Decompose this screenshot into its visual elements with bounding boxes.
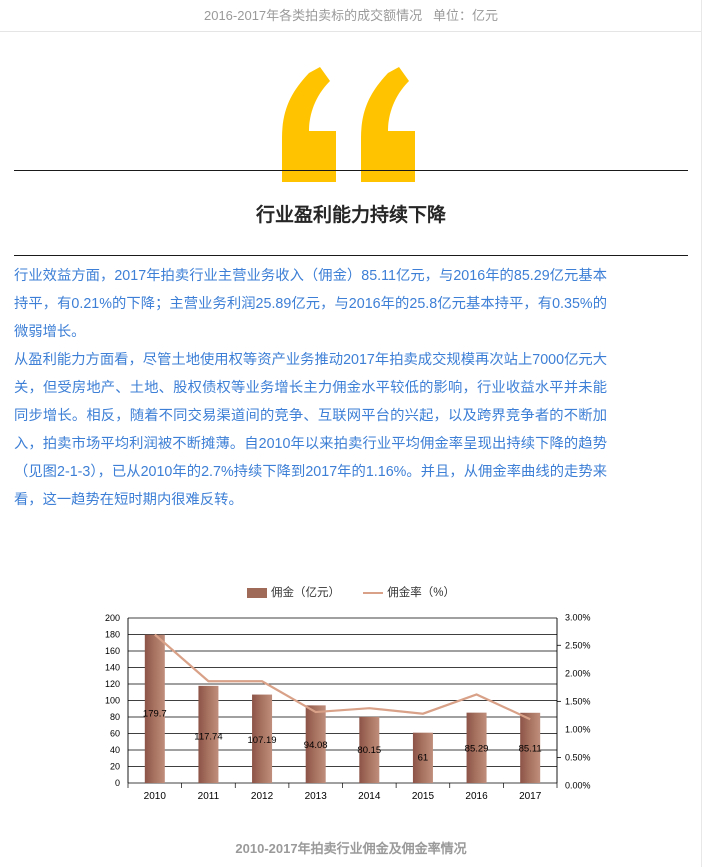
svg-text:2010: 2010 [144, 791, 167, 802]
svg-text:2011: 2011 [198, 791, 220, 802]
svg-text:85.29: 85.29 [465, 743, 489, 754]
svg-text:0: 0 [115, 778, 120, 788]
svg-text:140: 140 [105, 663, 120, 673]
svg-text:2013: 2013 [305, 791, 328, 802]
svg-text:117.74: 117.74 [194, 731, 222, 742]
svg-text:94.08: 94.08 [304, 740, 328, 751]
svg-text:2014: 2014 [358, 791, 381, 802]
svg-text:80: 80 [110, 712, 120, 722]
svg-text:2.50%: 2.50% [565, 640, 591, 650]
svg-text:120: 120 [105, 679, 120, 689]
svg-text:179.7: 179.7 [143, 708, 167, 719]
svg-text:3.00%: 3.00% [565, 612, 591, 622]
svg-text:107.19: 107.19 [248, 735, 277, 746]
svg-text:0.50%: 0.50% [565, 752, 591, 762]
svg-text:60: 60 [110, 729, 120, 739]
svg-text:80.15: 80.15 [357, 745, 381, 756]
svg-text:2017: 2017 [519, 791, 542, 802]
svg-text:1.00%: 1.00% [565, 724, 591, 734]
svg-text:40: 40 [110, 745, 120, 755]
svg-text:2016: 2016 [465, 791, 488, 802]
svg-text:61: 61 [418, 752, 429, 763]
svg-text:2.00%: 2.00% [565, 668, 591, 678]
svg-text:100: 100 [105, 696, 120, 706]
svg-text:160: 160 [105, 646, 120, 656]
svg-text:2012: 2012 [251, 791, 274, 802]
svg-text:85.11: 85.11 [519, 743, 542, 754]
svg-text:0.00%: 0.00% [565, 780, 591, 790]
svg-text:20: 20 [110, 762, 120, 772]
svg-text:2015: 2015 [412, 791, 435, 802]
svg-text:1.50%: 1.50% [565, 696, 591, 706]
svg-text:200: 200 [105, 613, 120, 623]
svg-text:180: 180 [105, 630, 120, 640]
